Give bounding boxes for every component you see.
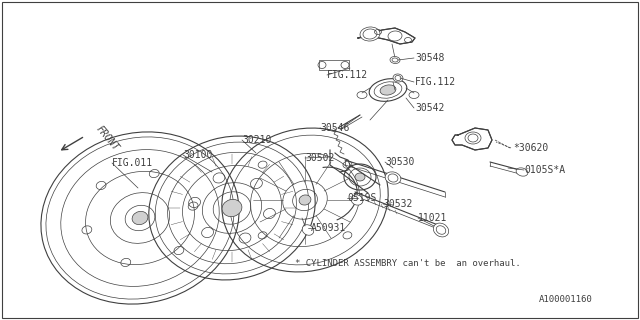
Ellipse shape bbox=[132, 212, 148, 225]
Ellipse shape bbox=[388, 31, 402, 41]
Text: 30530: 30530 bbox=[385, 157, 414, 167]
Text: A100001160: A100001160 bbox=[539, 295, 593, 305]
Text: FRONT: FRONT bbox=[94, 124, 120, 152]
Text: A50931: A50931 bbox=[311, 223, 346, 233]
Text: 30542: 30542 bbox=[415, 103, 444, 113]
Ellipse shape bbox=[465, 132, 481, 144]
Text: FIG.112: FIG.112 bbox=[415, 77, 456, 87]
Text: 11021: 11021 bbox=[418, 213, 447, 223]
Ellipse shape bbox=[516, 168, 528, 176]
Text: *30620: *30620 bbox=[513, 143, 548, 153]
Text: * CYLINDER ASSEMBRY can't be  an overhaul.: * CYLINDER ASSEMBRY can't be an overhaul… bbox=[295, 259, 521, 268]
Text: 0519S: 0519S bbox=[347, 193, 376, 203]
Text: 0105S*A: 0105S*A bbox=[524, 165, 565, 175]
Ellipse shape bbox=[393, 74, 403, 82]
Bar bbox=[319, 60, 349, 70]
Text: 30548: 30548 bbox=[415, 53, 444, 63]
Ellipse shape bbox=[380, 85, 396, 95]
Ellipse shape bbox=[299, 195, 311, 205]
Text: FIG.112: FIG.112 bbox=[327, 70, 368, 80]
Ellipse shape bbox=[390, 57, 400, 63]
Ellipse shape bbox=[351, 195, 363, 205]
Text: FIG.011: FIG.011 bbox=[112, 158, 153, 168]
Ellipse shape bbox=[433, 223, 449, 237]
Ellipse shape bbox=[360, 27, 380, 41]
Polygon shape bbox=[452, 128, 492, 150]
Text: 30210: 30210 bbox=[242, 135, 271, 145]
Ellipse shape bbox=[369, 79, 407, 101]
Ellipse shape bbox=[222, 199, 242, 217]
Text: 30532: 30532 bbox=[383, 199, 412, 209]
Text: 30502: 30502 bbox=[305, 153, 334, 163]
Ellipse shape bbox=[385, 172, 401, 184]
Text: 30546: 30546 bbox=[320, 123, 349, 133]
Polygon shape bbox=[358, 28, 415, 44]
Text: 30100: 30100 bbox=[183, 150, 212, 160]
Ellipse shape bbox=[302, 225, 314, 235]
Ellipse shape bbox=[355, 173, 365, 181]
